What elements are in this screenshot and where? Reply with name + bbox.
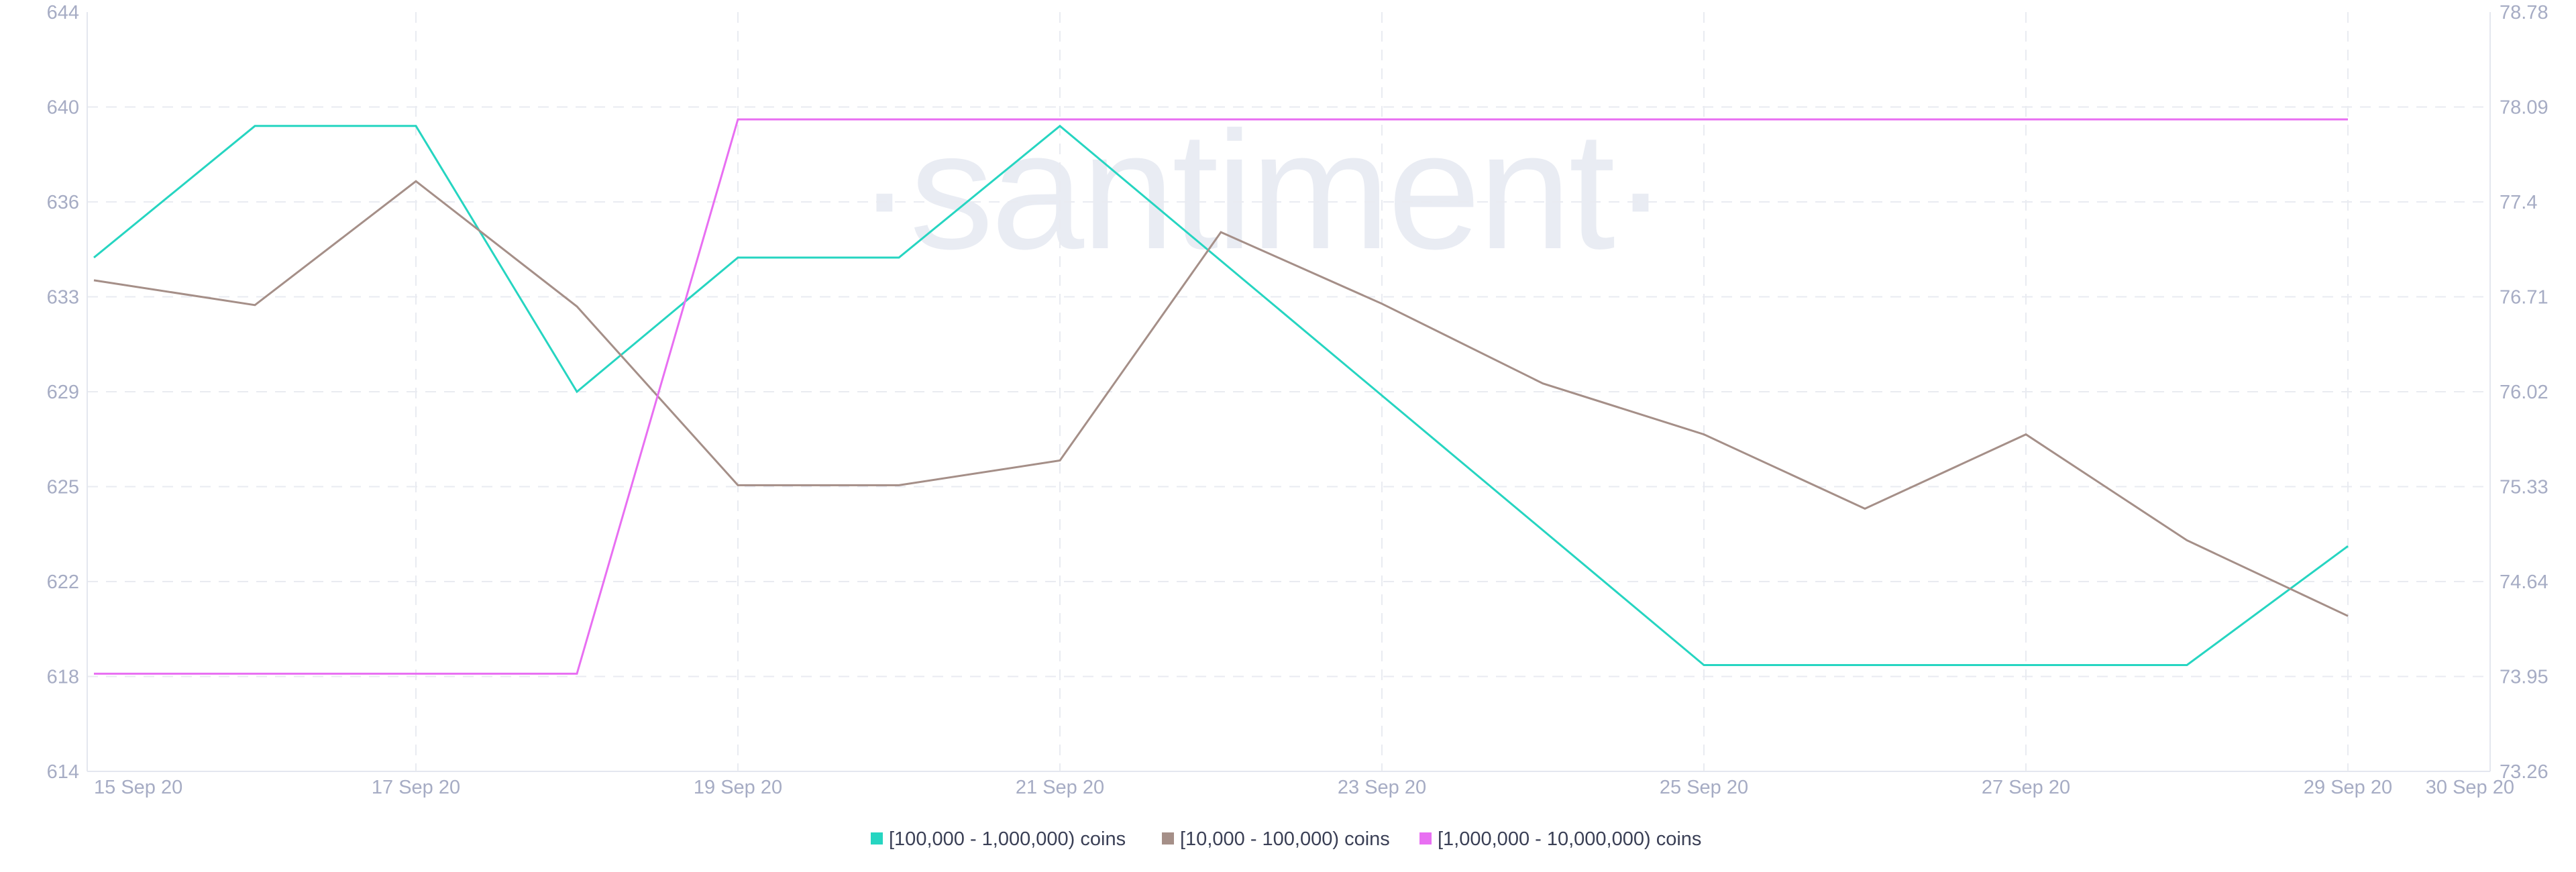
legend-label-1: [100,000 - 1,000,000) coins — [889, 828, 1126, 850]
series-line-1 — [93, 124, 2349, 666]
x-tick-label: 17 Sep 20 — [372, 777, 460, 798]
y-tick-label-left: 625 — [47, 477, 79, 498]
legend-label-2: [10,000 - 100,000) coins — [1180, 828, 1390, 850]
series-line-3 — [94, 118, 2348, 675]
y-tick-label-right: 73.26 — [2500, 761, 2548, 783]
x-tick-label: 23 Sep 20 — [1338, 777, 1426, 798]
santiment-watermark: ·santiment· — [857, 97, 1666, 284]
y-tick-label-left: 640 — [47, 97, 79, 119]
y-tick-label-left: 618 — [47, 667, 79, 688]
y-tick-label-right: 75.33 — [2500, 477, 2548, 498]
series-line-2 — [93, 180, 2349, 617]
y-tick-label-right: 78.78 — [2500, 2, 2548, 23]
y-tick-label-right: 73.95 — [2500, 667, 2548, 688]
y-tick-label-left: 629 — [47, 382, 79, 403]
y-tick-label-right: 78.09 — [2500, 97, 2548, 119]
x-tick-label: 25 Sep 20 — [1660, 777, 1748, 798]
grid-lines — [87, 12, 2490, 771]
x-tick-label: 29 Sep 20 — [2304, 777, 2392, 798]
y-tick-label-right: 74.64 — [2500, 571, 2548, 593]
y-tick-label-right: 76.02 — [2500, 382, 2548, 403]
y-tick-label-left: 622 — [47, 571, 79, 593]
y-tick-label-left: 614 — [47, 761, 79, 783]
y-tick-label-left: 633 — [47, 287, 79, 309]
y-tick-label-right: 76.71 — [2500, 287, 2548, 309]
axes: 644 78.78 640 78.09 636 77.4 633 76.71 629 76.02 6… — [47, 2, 2548, 798]
x-tick-label: 19 Sep 20 — [694, 777, 782, 798]
y-tick-label-left: 644 — [47, 2, 79, 23]
legend: [100,000 - 1,000,000) coins [10,000 - 100… — [871, 828, 1701, 850]
x-tick-label: 30 Sep 20 — [2426, 777, 2514, 798]
x-tick-label: 21 Sep 20 — [1016, 777, 1104, 798]
legend-label-3: [1,000,000 - 10,000,000) coins — [1438, 828, 1701, 850]
legend-swatch-1 — [871, 832, 883, 844]
legend-swatch-2 — [1162, 832, 1174, 844]
series-lines — [93, 118, 2349, 675]
legend-swatch-3 — [1419, 832, 1432, 844]
x-tick-label: 15 Sep 20 — [94, 777, 182, 798]
x-tick-label: 27 Sep 20 — [1982, 777, 2070, 798]
y-tick-label-right: 77.4 — [2500, 192, 2537, 213]
y-tick-label-left: 636 — [47, 192, 79, 213]
